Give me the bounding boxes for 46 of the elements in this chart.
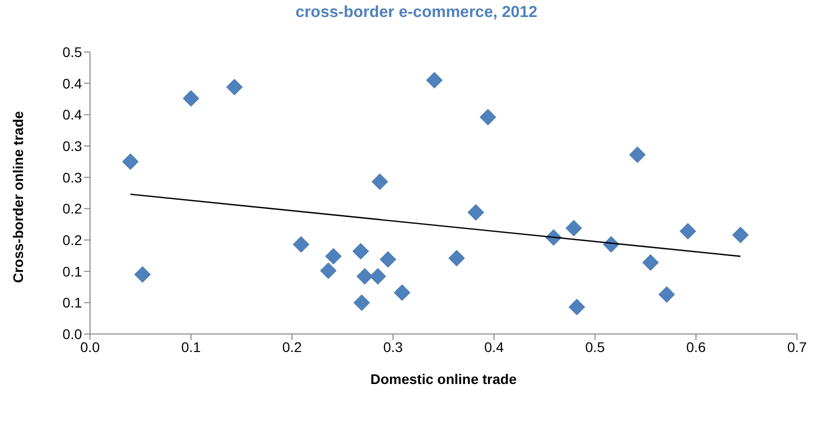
point bbox=[356, 268, 373, 285]
point bbox=[226, 78, 243, 96]
x-axis-title: Domestic online trade bbox=[370, 371, 517, 387]
point bbox=[426, 72, 443, 88]
x-tick-label: 0.4 bbox=[484, 338, 504, 355]
x-tick-label: 0.7 bbox=[787, 338, 807, 355]
y-tick-label: 0.4 bbox=[62, 106, 82, 123]
point bbox=[320, 262, 337, 279]
y-tick-label: 0.4 bbox=[62, 75, 82, 92]
point bbox=[372, 173, 388, 190]
point bbox=[732, 226, 749, 244]
y-tick-label: 0.5 bbox=[62, 44, 82, 60]
point bbox=[680, 222, 696, 240]
y-tick-label: 0.0 bbox=[62, 326, 82, 342]
point bbox=[353, 294, 370, 311]
y-tick-label: 0.2 bbox=[62, 232, 82, 248]
point bbox=[370, 268, 386, 285]
point bbox=[658, 286, 675, 303]
x-tick-label: 0.1 bbox=[181, 338, 201, 355]
y-tick-label: 0.1 bbox=[62, 294, 82, 311]
point bbox=[468, 204, 484, 221]
point bbox=[380, 251, 396, 268]
point bbox=[292, 236, 310, 253]
chart-title: cross-border e-commerce, 2012 bbox=[294, 4, 538, 22]
point bbox=[122, 153, 139, 170]
x-tick-label: 0.5 bbox=[585, 338, 605, 355]
x-tick-label: 0.3 bbox=[383, 338, 403, 355]
point bbox=[182, 90, 200, 107]
y-tick-label: 0.2 bbox=[62, 200, 82, 217]
point bbox=[394, 284, 410, 301]
x-tick-label: 0.6 bbox=[686, 338, 706, 355]
point bbox=[566, 220, 582, 236]
y-tick-label: 0.1 bbox=[62, 263, 82, 280]
y-axis-title: Cross-border online trade bbox=[10, 110, 26, 283]
point bbox=[325, 248, 342, 265]
x-tick-label: 0.2 bbox=[282, 338, 302, 355]
point bbox=[642, 254, 659, 271]
y-tick-label: 0.3 bbox=[62, 138, 82, 154]
point bbox=[480, 108, 496, 126]
point bbox=[134, 266, 151, 283]
point bbox=[568, 298, 586, 316]
point bbox=[629, 146, 646, 164]
point bbox=[352, 243, 369, 260]
point bbox=[448, 250, 465, 266]
x-tick-label: 0.0 bbox=[80, 338, 100, 355]
y-tick-label: 0.3 bbox=[62, 169, 82, 186]
